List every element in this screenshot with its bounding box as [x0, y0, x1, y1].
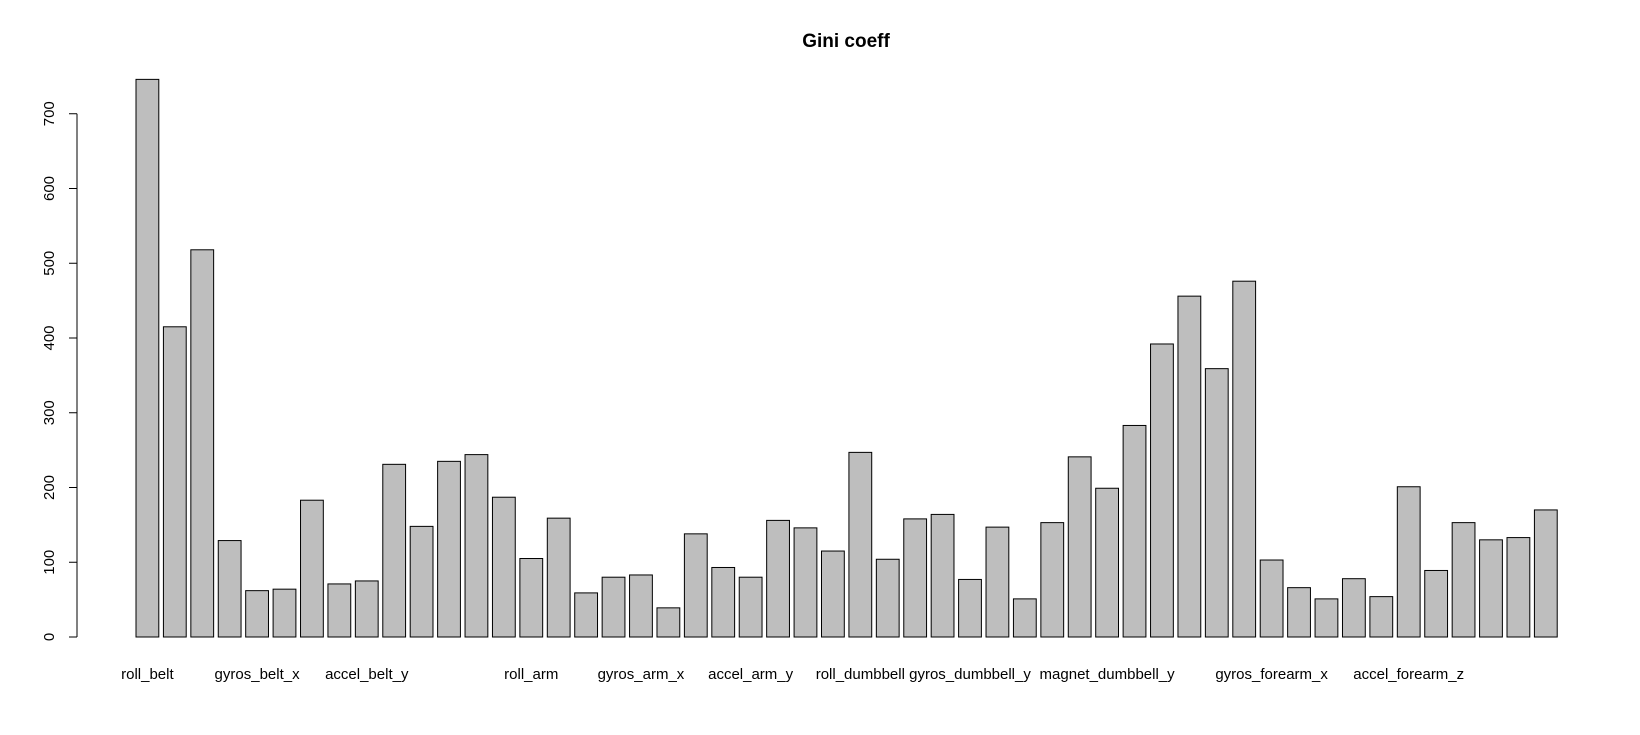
- y-tick-label: 200: [41, 475, 58, 500]
- bar: [601, 576, 626, 638]
- bar: [1479, 539, 1503, 638]
- bar: [245, 590, 269, 638]
- bar: [766, 519, 790, 638]
- bar: [1095, 487, 1119, 638]
- x-axis-labels: roll_belt gyros_belt_x accel_belt_y roll_ar…: [121, 666, 1464, 683]
- x-tick-label: roll_dumbbell: [816, 666, 905, 683]
- bar: [1533, 509, 1558, 638]
- bar: [848, 451, 873, 638]
- bar: [656, 607, 681, 638]
- bar: [464, 454, 489, 638]
- bar: [437, 460, 461, 638]
- y-tick-label: 100: [41, 550, 58, 575]
- bar: [1204, 368, 1229, 638]
- bar: [1506, 537, 1531, 638]
- x-tick-label: roll_belt: [121, 666, 174, 683]
- bar: [327, 583, 352, 638]
- chart-title: Gini coeff: [802, 31, 890, 52]
- bar: [683, 533, 708, 638]
- bar: [930, 513, 955, 638]
- x-tick-label: magnet_dumbbell_y: [1040, 666, 1176, 683]
- bar: [300, 499, 324, 638]
- bars: [135, 78, 1558, 638]
- bar: [519, 558, 544, 638]
- bar: [1396, 486, 1421, 638]
- bar: [162, 326, 187, 638]
- bar: [711, 566, 736, 638]
- bar: [1067, 456, 1092, 638]
- bar: [821, 550, 845, 638]
- bar: [1150, 343, 1174, 638]
- bar: [793, 527, 818, 638]
- y-axis: 0 100 200 300 400 500 600 700: [41, 101, 78, 641]
- bar: [272, 588, 297, 638]
- bar: [1287, 587, 1311, 638]
- x-tick-label: accel_belt_y: [325, 666, 409, 683]
- bar: [491, 496, 516, 638]
- x-tick-label: accel_arm_y: [708, 666, 794, 683]
- bar: [135, 78, 160, 638]
- bar: [875, 558, 900, 638]
- bar: [354, 580, 379, 638]
- x-tick-label: accel_forearm_z: [1353, 666, 1464, 683]
- bar: [409, 525, 434, 638]
- bar: [1122, 424, 1147, 638]
- bar: [1232, 280, 1257, 638]
- bar: [1040, 522, 1065, 638]
- x-tick-label: gyros_arm_x: [598, 666, 685, 683]
- y-tick-label: 500: [41, 251, 58, 276]
- bar: [1177, 295, 1202, 638]
- x-tick-label: gyros_dumbbell_y: [909, 666, 1031, 683]
- bar: [1369, 596, 1394, 638]
- bar: [574, 592, 599, 638]
- bar: [903, 518, 928, 638]
- bar: [738, 576, 763, 638]
- bar: [1424, 569, 1449, 638]
- bar: [1012, 598, 1037, 638]
- x-tick-label: gyros_belt_x: [215, 666, 301, 683]
- bar: [629, 574, 653, 638]
- x-tick-label: gyros_forearm_x: [1215, 666, 1328, 683]
- bar: [546, 517, 571, 638]
- y-tick-label: 400: [41, 325, 58, 350]
- x-tick-label: roll_arm: [504, 666, 558, 683]
- bar: [1259, 559, 1284, 638]
- bar: [382, 463, 407, 638]
- bar: [190, 249, 215, 638]
- y-tick-label: 600: [41, 176, 58, 201]
- bar: [958, 578, 982, 638]
- bar: [985, 526, 1010, 638]
- bar: [1314, 598, 1339, 638]
- bar: [217, 540, 242, 638]
- y-tick-label: 300: [41, 400, 58, 425]
- y-tick-label: 700: [41, 101, 58, 126]
- y-tick-label: 0: [41, 633, 58, 641]
- bar: [1341, 578, 1366, 638]
- bar: [1451, 522, 1476, 638]
